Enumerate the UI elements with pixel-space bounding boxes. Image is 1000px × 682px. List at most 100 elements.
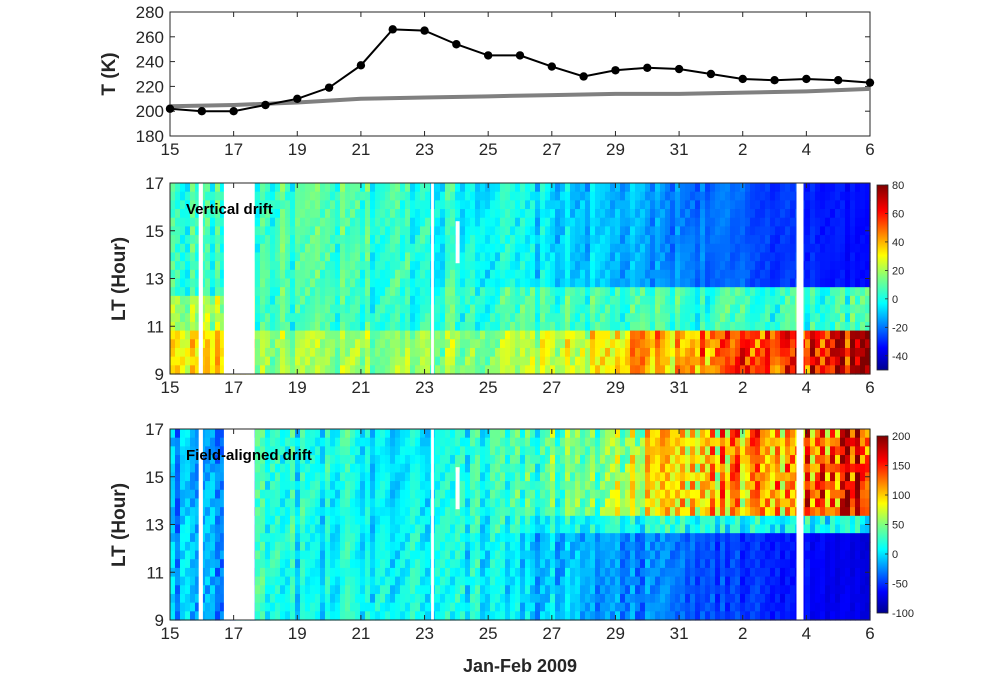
vertical-drift-heat-cell bbox=[670, 295, 676, 306]
vertical-drift-heat-cell bbox=[590, 330, 596, 340]
field-aligned-drift-heat-cell bbox=[510, 567, 516, 578]
vertical-drift-heat-cell bbox=[780, 365, 786, 375]
field-aligned-drift-heat-cell bbox=[175, 541, 181, 552]
field-aligned-drift-heat-cell bbox=[480, 489, 486, 500]
vertical-drift-heat-cell bbox=[815, 365, 821, 375]
vertical-drift-heat-cell bbox=[340, 347, 346, 358]
vertical-drift-heat-cell bbox=[620, 252, 626, 262]
vertical-drift-heat-cell bbox=[205, 356, 211, 366]
vertical-drift-colorbar-tick-label: 40 bbox=[892, 237, 904, 249]
field-aligned-drift-heat-cell bbox=[290, 515, 296, 526]
vertical-drift-heat-cell bbox=[790, 235, 796, 245]
vertical-drift-heat-cell bbox=[595, 243, 601, 254]
vertical-drift-heat-cell bbox=[760, 217, 766, 228]
vertical-drift-heat-cell bbox=[340, 235, 346, 245]
vertical-drift-heat-cell bbox=[625, 217, 631, 228]
field-aligned-drift-heat-cell bbox=[385, 593, 391, 604]
vertical-drift-heat-cell bbox=[555, 365, 561, 375]
vertical-drift-heat-cell bbox=[845, 278, 851, 288]
vertical-drift-heat-cell bbox=[715, 278, 721, 288]
vertical-drift-heat-cell bbox=[600, 243, 606, 254]
vertical-drift-heat-cell bbox=[605, 183, 611, 193]
field-aligned-drift-heat-cell bbox=[540, 550, 546, 560]
vertical-drift-heat-cell bbox=[470, 313, 476, 323]
vertical-drift-heat-cell bbox=[505, 269, 511, 280]
vertical-drift-heat-cell bbox=[415, 183, 421, 193]
vertical-drift-heat-cell bbox=[570, 365, 576, 375]
vertical-drift-heat-cell bbox=[690, 287, 696, 297]
vertical-drift-heat-cell bbox=[710, 313, 716, 323]
vertical-drift-heat-cell bbox=[405, 313, 411, 323]
vertical-drift-heat-cell bbox=[550, 209, 556, 219]
vertical-drift-heat-cell bbox=[305, 261, 311, 271]
vertical-drift-heat-cell bbox=[535, 287, 541, 297]
field-aligned-drift-heat-cell bbox=[385, 559, 391, 569]
vertical-drift-heat-cell bbox=[170, 304, 176, 314]
vertical-drift-heat-cell bbox=[390, 278, 396, 288]
field-aligned-drift-heat-cell bbox=[205, 550, 211, 560]
vertical-drift-heat-cell bbox=[520, 356, 526, 366]
vertical-drift-heat-cell bbox=[685, 226, 691, 236]
vertical-drift-heat-cell bbox=[345, 209, 351, 219]
vertical-drift-heat-cell bbox=[220, 209, 226, 219]
field-aligned-drift-heat-cell bbox=[395, 611, 401, 621]
field-aligned-drift-heat-cell bbox=[380, 611, 386, 621]
vertical-drift-heat-cell bbox=[580, 261, 586, 271]
vertical-drift-heat-cell bbox=[315, 321, 321, 332]
vertical-drift-heat-cell bbox=[350, 235, 356, 245]
vertical-drift-heat-cell bbox=[665, 217, 671, 228]
vertical-drift-heat-cell bbox=[560, 209, 566, 219]
vertical-drift-heat-cell bbox=[530, 287, 536, 297]
field-aligned-drift-heat-cell bbox=[455, 602, 461, 612]
vertical-drift-heat-cell bbox=[840, 261, 846, 271]
vertical-drift-heat-cell bbox=[520, 304, 526, 314]
vertical-drift-heat-cell bbox=[315, 217, 321, 228]
vertical-drift-heat-cell bbox=[590, 252, 596, 262]
vertical-drift-heat-cell bbox=[530, 209, 536, 219]
field-aligned-drift-heat-cell bbox=[350, 455, 356, 465]
vertical-drift-heat-cell bbox=[315, 278, 321, 288]
field-aligned-drift-heat-cell bbox=[530, 593, 536, 604]
field-aligned-drift-heat-cell bbox=[300, 593, 306, 604]
field-aligned-drift-heat-cell bbox=[380, 472, 386, 482]
vertical-drift-heat-cell bbox=[520, 200, 526, 210]
vertical-drift-heat-cell bbox=[830, 269, 836, 280]
field-aligned-drift-heat-cell bbox=[475, 515, 481, 526]
vertical-drift-heat-cell bbox=[405, 226, 411, 236]
field-aligned-drift-heat-cell bbox=[455, 524, 461, 534]
vertical-drift-heat-cell bbox=[270, 261, 276, 271]
field-aligned-drift-heat-cell bbox=[215, 567, 221, 578]
field-aligned-drift-heat-cell bbox=[390, 585, 396, 595]
vertical-drift-heat-cell bbox=[400, 269, 406, 280]
vertical-drift-heat-cell bbox=[460, 321, 466, 332]
vertical-drift-heat-cell bbox=[300, 356, 306, 366]
field-aligned-drift-heat-cell bbox=[265, 559, 271, 569]
vertical-drift-heat-cell bbox=[700, 321, 706, 332]
vertical-drift-heat-cell bbox=[285, 339, 291, 349]
vertical-drift-heat-cell bbox=[495, 278, 501, 288]
vertical-drift-heat-cell bbox=[355, 365, 361, 375]
field-aligned-drift-heat-cell bbox=[275, 429, 281, 439]
vertical-drift-heat-cell bbox=[455, 313, 461, 323]
vertical-drift-heat-cell bbox=[555, 313, 561, 323]
vertical-drift-heat-cell bbox=[740, 278, 746, 288]
vertical-drift-heat-cell bbox=[730, 269, 736, 280]
field-aligned-drift-heat-cell bbox=[190, 567, 196, 578]
vertical-drift-heat-cell bbox=[485, 295, 491, 306]
field-aligned-drift-heat-cell bbox=[180, 611, 186, 621]
vertical-drift-heat-cell bbox=[175, 365, 181, 375]
vertical-drift-heat-cell bbox=[325, 365, 331, 375]
field-aligned-drift-heat-cell bbox=[255, 455, 261, 465]
vertical-drift-heat-cell bbox=[835, 304, 841, 314]
field-aligned-drift-heat-cell bbox=[355, 533, 361, 543]
vertical-drift-heat-cell bbox=[300, 330, 306, 340]
field-aligned-drift-heat-cell bbox=[420, 498, 426, 508]
vertical-drift-heat-cell bbox=[270, 295, 276, 306]
vertical-drift-heat-cell bbox=[490, 313, 496, 323]
vertical-drift-heat-cell bbox=[695, 235, 701, 245]
vertical-drift-heat-cell bbox=[340, 261, 346, 271]
field-aligned-drift-heat-cell bbox=[520, 533, 526, 543]
vertical-drift-heat-cell bbox=[630, 269, 636, 280]
vertical-drift-heat-cell bbox=[660, 304, 666, 314]
field-aligned-drift-heat-cell bbox=[385, 437, 391, 447]
